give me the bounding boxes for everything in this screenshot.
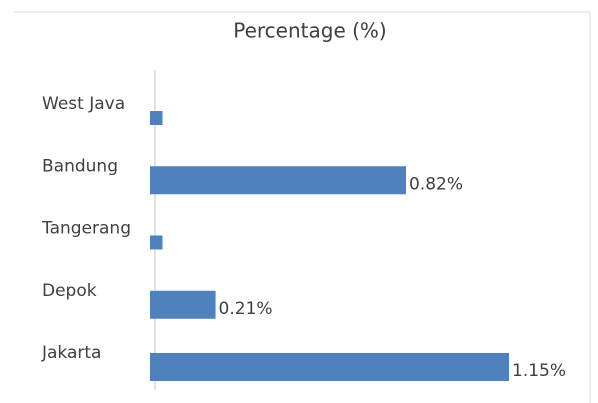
category-label: Depok [42, 281, 97, 301]
bar [150, 290, 216, 319]
bar [150, 353, 509, 381]
data-label: 1.15% [512, 361, 566, 381]
data-label: 0.21% [219, 299, 273, 319]
bar [150, 166, 406, 195]
category-label: West Java [42, 94, 125, 114]
bar [150, 111, 163, 125]
bar [150, 235, 163, 250]
category-label: Jakarta [41, 343, 101, 363]
category-label: Tangerang [41, 219, 131, 239]
chart-title: Percentage (%) [233, 19, 386, 43]
data-label: 0.82% [409, 174, 463, 194]
chart-frame [14, 11, 591, 403]
category-label: Bandung [42, 156, 118, 176]
